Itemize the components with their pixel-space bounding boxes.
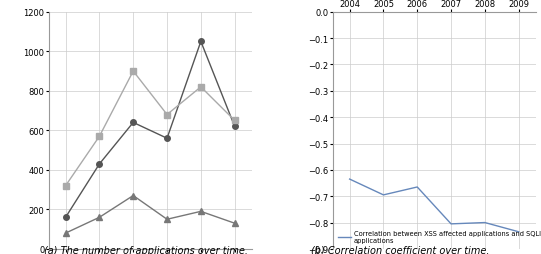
Number of applications having 1 or more SQLI vulnerabilities (130, 121, 136, 124)
Correlation between XSS affected applications and SQLI affected
applications (346, 178, 353, 181)
Number of applications having 1 or more SQLI vulnerabilities (164, 137, 170, 140)
Correlation between XSS affected applications and SQLI affected
applications (481, 221, 488, 224)
Number of applications having both types of vulnerabilities disclosed
in the given year (197, 210, 204, 213)
Number of applications having 1 or more XSS vulnerabilities (96, 135, 103, 138)
Text: (b) Correlation coefficient over time.: (b) Correlation coefficient over time. (311, 245, 490, 254)
Legend: Correlation between XSS affected applications and SQLI affected
applications: Correlation between XSS affected applica… (338, 230, 541, 243)
Line: Number of applications having 1 or more SQLI vulnerabilities: Number of applications having 1 or more … (63, 39, 237, 220)
Number of applications having both types of vulnerabilities disclosed
in the given year (96, 216, 103, 219)
Correlation between XSS affected applications and SQLI affected
applications (414, 186, 420, 189)
Text: (a) The number of applications over time.: (a) The number of applications over time… (44, 245, 248, 254)
Number of applications having 1 or more XSS vulnerabilities (62, 184, 69, 187)
Number of applications having both types of vulnerabilities disclosed
in the given year (164, 218, 170, 221)
Number of applications having 1 or more XSS vulnerabilities (232, 119, 238, 122)
Line: Number of applications having both types of vulnerabilities disclosed
in the given year: Number of applications having both types… (62, 192, 238, 237)
Number of applications having 1 or more XSS vulnerabilities (197, 86, 204, 89)
Number of applications having both types of vulnerabilities disclosed
in the given year (232, 222, 238, 225)
Number of applications having 1 or more SQLI vulnerabilities (232, 125, 238, 128)
Correlation between XSS affected applications and SQLI affected
applications (380, 194, 387, 197)
Number of applications having 1 or more SQLI vulnerabilities (197, 41, 204, 44)
Correlation between XSS affected applications and SQLI affected
applications (448, 223, 454, 226)
Number of applications having 1 or more XSS vulnerabilities (130, 70, 136, 73)
Correlation between XSS affected applications and SQLI affected
applications (516, 230, 522, 233)
Number of applications having 1 or more SQLI vulnerabilities (62, 216, 69, 219)
Number of applications having 1 or more XSS vulnerabilities (164, 114, 170, 117)
Number of applications having both types of vulnerabilities disclosed
in the given year (130, 194, 136, 197)
Line: Number of applications having 1 or more XSS vulnerabilities: Number of applications having 1 or more … (63, 69, 237, 189)
Number of applications having 1 or more SQLI vulnerabilities (96, 163, 103, 166)
Number of applications having both types of vulnerabilities disclosed
in the given year (62, 232, 69, 235)
Line: Correlation between XSS affected applications and SQLI affected
applications: Correlation between XSS affected applica… (349, 179, 519, 232)
